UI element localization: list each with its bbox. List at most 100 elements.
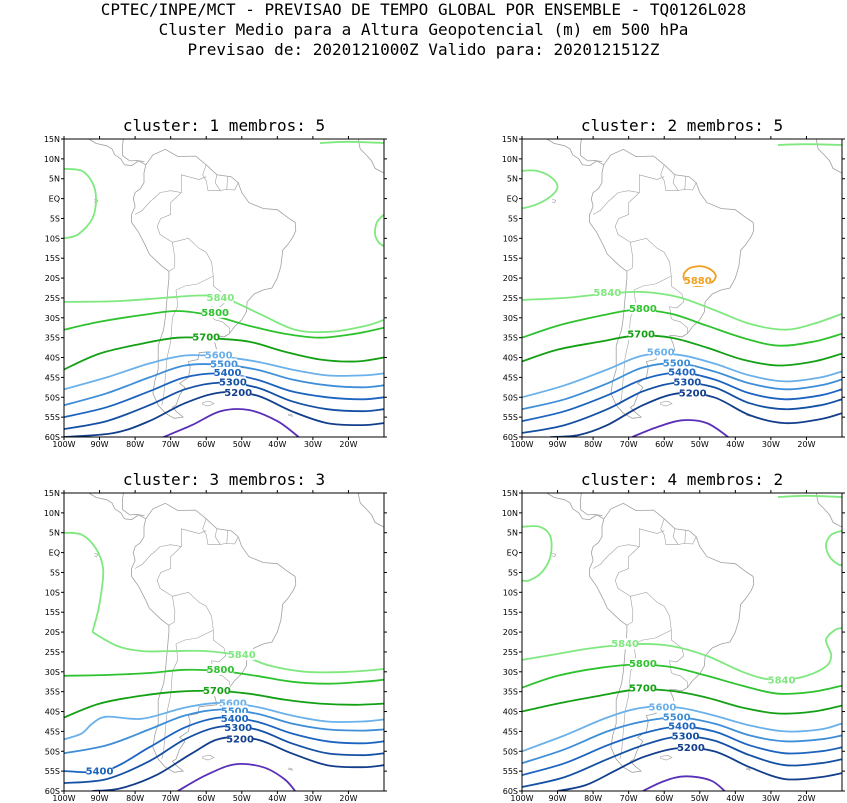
lat-tick-label: 15S [45, 254, 60, 263]
coastlines [546, 493, 842, 773]
contour-5840 [825, 529, 842, 566]
country-border [610, 190, 640, 200]
country-border [672, 528, 679, 545]
label-backdrop [629, 658, 656, 670]
lon-tick-label: 80W [584, 440, 602, 449]
contour-5100 [642, 775, 726, 791]
contour-label: 5880 [684, 276, 712, 287]
contour-label: 5200 [226, 735, 254, 746]
coastline [357, 139, 384, 174]
lat-tick-label: 10N [502, 155, 518, 164]
contour-5600 [522, 352, 842, 399]
country-border [660, 164, 697, 191]
label-backdrop [202, 306, 229, 318]
lat-tick-label: EQ [507, 549, 518, 558]
country-border [226, 530, 228, 544]
coastline [88, 139, 146, 167]
label-backdrop [649, 701, 676, 713]
lat-tick-label: 10S [45, 588, 60, 597]
lat-tick-label: 5S [508, 568, 518, 577]
contour-label: 5700 [192, 332, 220, 343]
country-border [684, 176, 686, 190]
contour-label: 5400 [668, 367, 696, 378]
lat-tick-label: 55S [503, 767, 518, 776]
country-border [684, 530, 686, 544]
lon-tick-label: 50W [233, 440, 251, 449]
contour-5800 [64, 310, 384, 339]
lon-tick-label: 100W [510, 440, 533, 449]
contour-label: 5300 [224, 723, 252, 734]
country-border [614, 174, 665, 272]
contour-5840 [522, 525, 553, 582]
contour-label: 5400 [214, 368, 242, 379]
lon-tick-label: 60W [655, 794, 673, 803]
label-backdrop [207, 292, 234, 304]
lat-tick-label: 15N [44, 135, 60, 144]
lon-tick-label: 100W [52, 440, 75, 449]
contour-5100 [177, 763, 296, 791]
contour-5700 [64, 336, 384, 371]
map-panel-4: cluster: 4 membros: 2 5840 5800 5700 5600550… [502, 470, 845, 803]
contour-5100 [163, 408, 300, 437]
contour-5600 [522, 705, 842, 753]
lat-tick-label: 5S [508, 214, 518, 223]
coastline [589, 502, 755, 773]
lat-tick-label: 15S [45, 608, 60, 617]
label-backdrop [674, 376, 701, 388]
contour-label: 5600 [647, 348, 675, 359]
lon-tick-label: 20W [339, 794, 357, 803]
country-border [669, 630, 685, 675]
label-backdrop [214, 366, 241, 378]
coastline [589, 148, 755, 419]
lat-tick-label: 30S [503, 668, 518, 677]
lat-tick-label: 55S [45, 767, 60, 776]
contour-5840 [522, 627, 842, 681]
lat-tick-label: 35S [45, 688, 60, 697]
coastline [546, 139, 604, 167]
country-border [156, 174, 207, 272]
contour-label: 5400 [86, 766, 114, 777]
lon-tick-label: 70W [162, 440, 180, 449]
lat-tick-label: 25S [45, 648, 60, 657]
country-border [172, 237, 214, 277]
contour-5800 [64, 668, 384, 685]
lat-tick-label: 45S [503, 373, 518, 382]
lat-tick-label: 35S [503, 334, 518, 343]
lat-tick-label: 20S [503, 628, 518, 637]
lat-tick-label: 10S [45, 234, 60, 243]
lon-tick-label: 90W [91, 440, 109, 449]
label-backdrop [684, 275, 711, 287]
lat-tick-label: 5S [50, 568, 60, 577]
contour-label: 5600 [649, 702, 677, 713]
lat-tick-label: 35S [503, 688, 518, 697]
island [202, 754, 215, 761]
contour-label: 5800 [629, 304, 657, 315]
lat-tick-label: 15N [44, 489, 60, 498]
country-border [672, 174, 679, 191]
contour-5200 [557, 746, 842, 791]
map-frame [521, 492, 843, 792]
lat-tick-label: 10N [502, 509, 518, 518]
country-border [614, 528, 665, 626]
coastline [131, 502, 297, 773]
lon-tick-label: 40W [268, 794, 286, 803]
contour-5500 [64, 363, 384, 407]
lon-tick-label: 70W [620, 440, 638, 449]
lon-tick-label: 80W [126, 794, 144, 803]
contour-5500 [522, 362, 842, 411]
label-backdrop [677, 741, 704, 753]
contour-5840 [777, 494, 842, 498]
label-backdrop [203, 685, 230, 697]
country-border [592, 553, 612, 569]
contour-label: 5700 [629, 684, 657, 695]
lon-tick-label: 20W [797, 440, 815, 449]
lon-tick-label: 80W [126, 440, 144, 449]
coastline [121, 493, 145, 516]
coastline [579, 139, 603, 162]
map-panel-1: cluster: 1 membros: 5 5840 5800 5700 5600550… [44, 116, 387, 449]
lat-tick-label: 50S [503, 393, 518, 402]
lon-tick-label: 90W [549, 440, 567, 449]
lon-tick-label: 30W [304, 440, 322, 449]
